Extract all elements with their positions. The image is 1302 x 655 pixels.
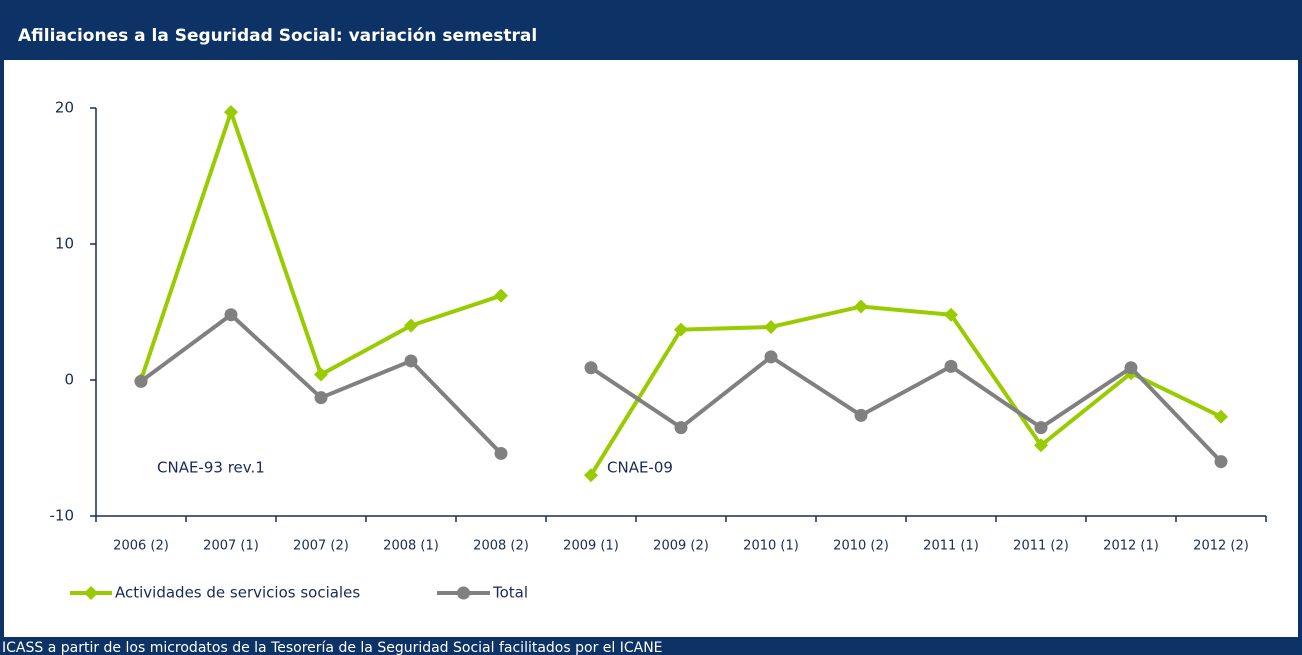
x-tick-label: 2009 (1)	[563, 539, 619, 554]
y-tick-label: 0	[64, 371, 74, 389]
marker	[314, 367, 328, 382]
marker	[944, 307, 958, 322]
x-tick-label: 2007 (2)	[293, 539, 349, 554]
marker	[854, 299, 868, 314]
marker	[944, 359, 958, 373]
marker	[1034, 421, 1048, 435]
marker	[494, 446, 508, 460]
marker	[224, 308, 238, 322]
x-tick-label: 2010 (1)	[743, 539, 799, 554]
annotation: CNAE-93 rev.1	[157, 459, 265, 477]
marker	[1214, 409, 1228, 424]
y-tick-label: 20	[55, 99, 74, 117]
marker	[1214, 455, 1228, 469]
marker	[854, 408, 868, 422]
marker	[314, 391, 328, 405]
marker	[764, 319, 778, 334]
marker	[404, 318, 418, 333]
x-tick-label: 2011 (1)	[923, 539, 979, 554]
series-line	[589, 354, 1223, 463]
marker	[457, 586, 470, 600]
marker	[134, 374, 148, 388]
marker	[584, 361, 598, 375]
x-tick-label: 2012 (1)	[1103, 539, 1159, 554]
footer-bar	[0, 637, 1302, 655]
x-tick-label: 2011 (2)	[1013, 539, 1069, 554]
chart-title: Afiliaciones a la Seguridad Social: vari…	[18, 26, 537, 46]
x-tick-label: 2009 (2)	[653, 539, 709, 554]
marker	[1034, 438, 1048, 453]
x-tick-label: 2006 (2)	[113, 539, 169, 554]
marker	[494, 288, 508, 303]
marker	[404, 354, 418, 368]
y-tick-label: 10	[55, 235, 74, 253]
y-tick-label: -10	[50, 507, 75, 525]
x-tick-label: 2010 (2)	[833, 539, 889, 554]
legend-label: Total	[492, 584, 528, 602]
marker	[1124, 361, 1138, 375]
source: ICASS a partir de los microdatos de la T…	[2, 640, 663, 655]
x-tick-label: 2008 (1)	[383, 539, 439, 554]
marker	[674, 421, 688, 435]
x-tick-label: 2012 (2)	[1193, 539, 1249, 554]
marker	[584, 468, 598, 483]
header-bar	[0, 0, 1302, 60]
legend-label: Actividades de servicios sociales	[115, 584, 360, 602]
annotation: CNAE-09	[607, 459, 673, 477]
marker	[224, 105, 238, 120]
x-tick-label: 2008 (2)	[473, 539, 529, 554]
marker	[674, 322, 688, 337]
x-tick-label: 2007 (1)	[203, 539, 259, 554]
series-line	[589, 304, 1222, 477]
marker	[764, 350, 778, 364]
marker	[84, 586, 98, 600]
